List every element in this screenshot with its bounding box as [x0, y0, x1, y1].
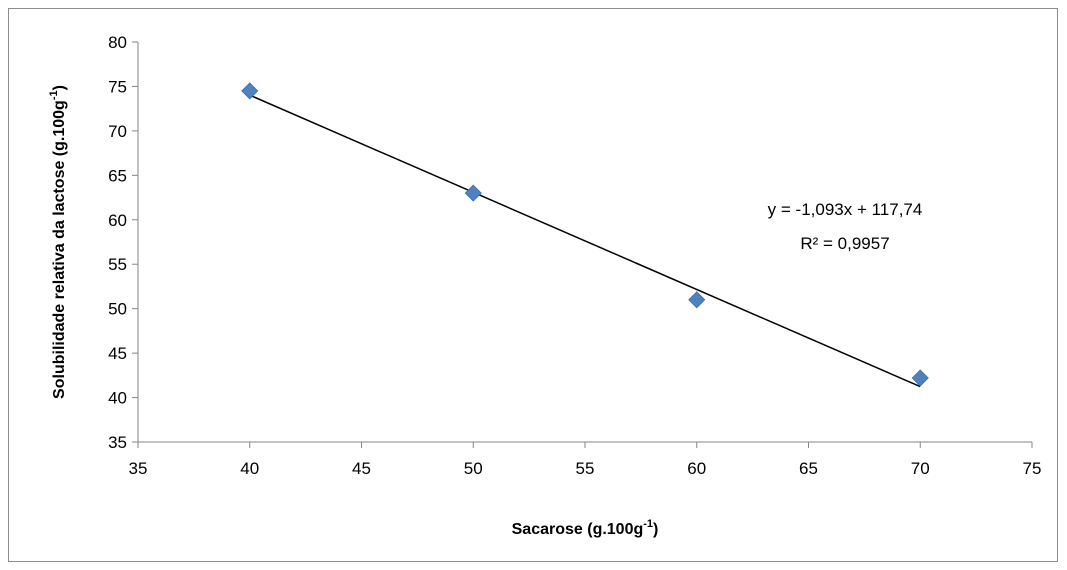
chart-frame — [8, 8, 1058, 562]
trendline-equation: y = -1,093x + 117,74 — [768, 200, 923, 219]
x-tick-label: 40 — [240, 459, 259, 478]
y-tick-label: 55 — [108, 255, 127, 274]
x-axis-title: Sacarose (g.100g-1) — [512, 518, 659, 538]
x-tick-label: 55 — [576, 459, 595, 478]
x-tick-label: 50 — [464, 459, 483, 478]
x-axis-title-sup: -1 — [643, 518, 653, 530]
data-point — [911, 369, 929, 387]
y-axis-title: Solubilidade relativa da lactose (g.100g… — [48, 85, 68, 399]
x-axis-title-end: ) — [653, 521, 658, 538]
y-tick-label: 45 — [108, 344, 127, 363]
data-point — [241, 82, 259, 100]
x-tick-label: 60 — [687, 459, 706, 478]
trendline — [249, 94, 921, 388]
r-squared-label: R² = 0,9957 — [800, 234, 889, 253]
y-tick-label: 70 — [108, 122, 127, 141]
y-axis-title-main: Solubilidade relativa da lactose (g.100g — [51, 100, 68, 399]
data-point — [688, 291, 706, 309]
x-tick-label: 45 — [352, 459, 371, 478]
data-point — [464, 184, 482, 202]
x-tick-label: 70 — [911, 459, 930, 478]
data-points — [241, 82, 929, 387]
y-axis-title-end: ) — [51, 85, 68, 90]
y-tick-label: 35 — [108, 433, 127, 452]
y-tick-label: 50 — [108, 300, 127, 319]
y-tick-label: 80 — [108, 33, 127, 52]
y-tick-label: 65 — [108, 166, 127, 185]
x-axis-title-main: Sacarose (g.100g — [512, 521, 644, 538]
x-tick-label: 35 — [129, 459, 148, 478]
trendline-group — [249, 94, 921, 388]
ticks: 35 40 45 50 55 60 65 70 75 35 40 45 50 55 60 65 70 75 80 — [108, 33, 1041, 478]
axes — [137, 42, 1032, 443]
y-axis-title-sup: -1 — [48, 90, 60, 100]
y-tick-label: 60 — [108, 211, 127, 230]
x-tick-label: 75 — [1023, 459, 1042, 478]
x-tick-label: 65 — [799, 459, 818, 478]
y-tick-label: 75 — [108, 77, 127, 96]
y-tick-label: 40 — [108, 389, 127, 408]
